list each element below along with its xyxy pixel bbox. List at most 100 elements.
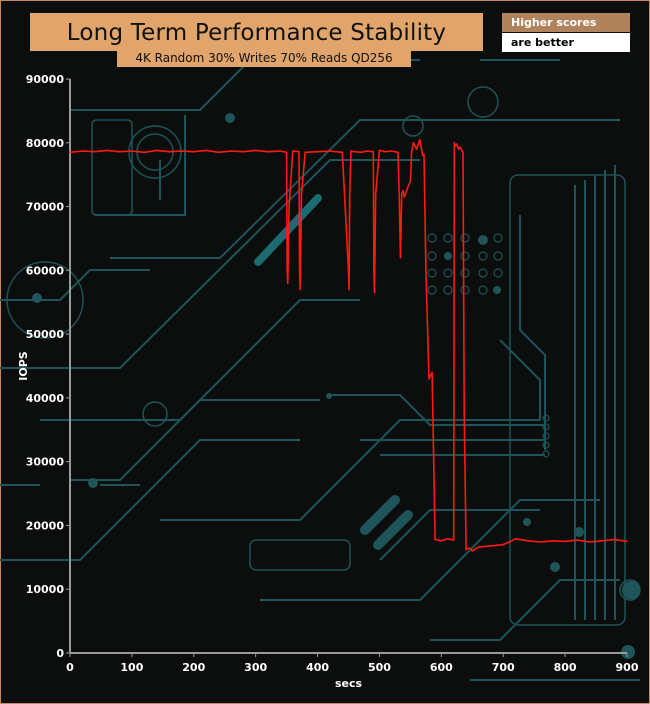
x-tick-label: 0 — [66, 661, 74, 674]
data-point — [304, 151, 306, 154]
data-point — [418, 138, 421, 141]
data-point — [118, 151, 121, 153]
x-tick-label: 700 — [492, 661, 515, 674]
data-point — [399, 256, 402, 259]
data-point — [406, 187, 408, 190]
data-point — [431, 371, 433, 374]
data-point — [412, 142, 415, 144]
data-point — [217, 151, 220, 154]
data-point — [539, 541, 542, 543]
data-point — [230, 150, 232, 152]
data-point — [279, 150, 282, 152]
data-point — [564, 540, 566, 543]
data-point — [409, 180, 412, 182]
series-line — [69, 138, 628, 552]
data-point — [453, 142, 456, 144]
data-point — [402, 189, 404, 192]
data-point — [168, 151, 170, 153]
y-axis-ticks: 0 10000 20000 30000 40000 50000 60000 70000 8000… — [26, 73, 70, 660]
data-point — [316, 151, 319, 153]
data-point — [397, 151, 399, 154]
data-point — [384, 151, 387, 153]
x-axis-title: secs — [335, 677, 363, 690]
y-tick-label: 60000 — [26, 264, 65, 277]
data-point — [422, 154, 424, 157]
data-point — [401, 193, 403, 195]
x-axis-ticks: 0 100 200 300 400 500 600 700 800 900 — [66, 653, 639, 674]
data-point — [285, 151, 288, 154]
x-tick-label: 500 — [368, 661, 391, 674]
y-tick-label: 80000 — [26, 137, 65, 150]
data-point — [350, 150, 352, 152]
data-point — [613, 538, 616, 541]
x-tick-label: 900 — [616, 661, 639, 674]
data-point — [373, 291, 376, 294]
y-axis-title: IOPS — [17, 351, 30, 381]
data-point — [502, 543, 504, 546]
data-point — [508, 541, 511, 543]
data-point — [454, 145, 457, 147]
data-point — [143, 151, 145, 154]
x-tick-label: 300 — [244, 661, 267, 674]
data-point — [267, 151, 269, 153]
series-layer — [69, 138, 628, 552]
y-tick-label: 10000 — [26, 583, 65, 596]
data-point — [180, 150, 183, 152]
data-point — [329, 150, 331, 152]
x-tick-label: 200 — [182, 661, 205, 674]
data-point — [298, 269, 301, 272]
data-point — [292, 150, 294, 152]
data-point — [465, 548, 467, 551]
data-point — [366, 150, 368, 152]
data-point — [415, 148, 418, 150]
x-tick-label: 100 — [120, 661, 143, 674]
data-point — [453, 539, 455, 541]
data-point — [398, 193, 400, 195]
data-point — [527, 540, 529, 542]
data-point — [589, 541, 591, 543]
chart-title: Long Term Performance Stability — [30, 13, 483, 51]
data-point — [423, 153, 425, 155]
data-point — [69, 151, 71, 154]
data-point — [242, 151, 244, 153]
data-point — [456, 143, 458, 145]
y-tick-label: 30000 — [26, 456, 65, 469]
note-higher-scores: Higher scores — [502, 13, 630, 32]
data-point — [410, 151, 413, 154]
data-point — [434, 538, 436, 541]
data-point — [347, 269, 350, 272]
x-tick-label: 400 — [306, 661, 329, 674]
data-point — [576, 539, 579, 541]
data-point — [490, 545, 492, 547]
data-point — [378, 149, 381, 152]
data-point — [446, 538, 449, 540]
data-point — [601, 540, 603, 542]
data-point — [287, 282, 289, 284]
y-tick-label: 40000 — [26, 392, 65, 405]
y-tick-label: 70000 — [26, 201, 65, 214]
chart-subtitle: 4K Random 30% Writes 70% Reads QD256 — [117, 50, 411, 67]
data-point — [428, 378, 430, 380]
data-point — [341, 151, 344, 154]
data-point — [457, 148, 460, 150]
data-point — [373, 269, 375, 272]
data-point — [155, 149, 158, 152]
data-point — [205, 149, 207, 152]
y-tick-label: 50000 — [26, 328, 65, 341]
note-are-better: are better — [502, 33, 630, 52]
data-point — [425, 269, 427, 272]
data-point — [514, 538, 517, 540]
data-point — [300, 193, 303, 195]
data-point — [348, 288, 350, 291]
data-point — [391, 150, 393, 152]
data-point — [349, 193, 351, 195]
data-point — [131, 150, 133, 152]
data-point — [403, 196, 405, 198]
data-point — [440, 540, 443, 542]
data-point — [468, 547, 470, 549]
x-tick-label: 600 — [430, 661, 453, 674]
data-point — [193, 151, 195, 153]
